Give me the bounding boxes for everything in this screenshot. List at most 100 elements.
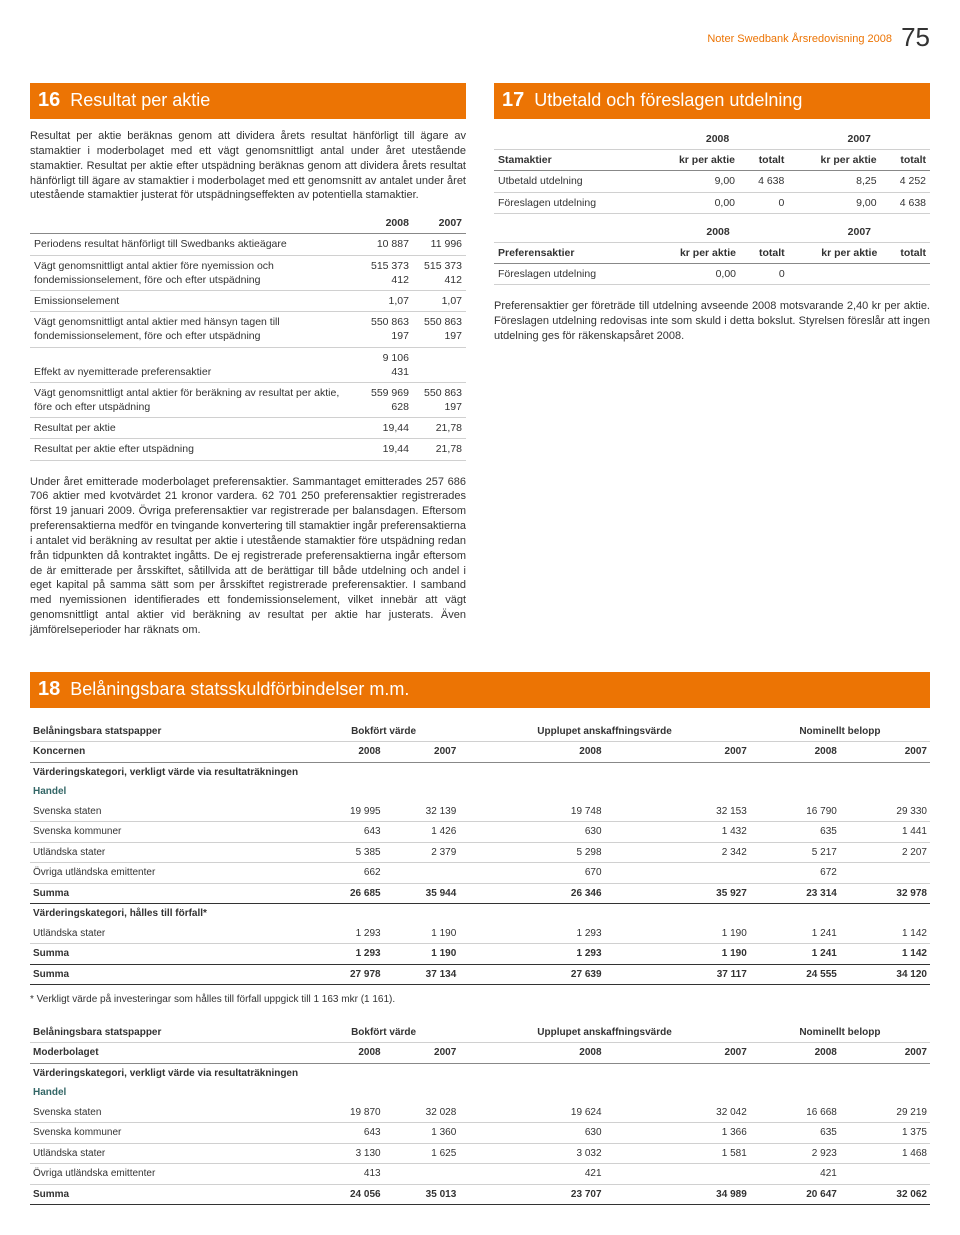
cell: [384, 1164, 460, 1185]
cell: 1 190: [384, 944, 460, 965]
row-label: Resultat per aktie: [30, 418, 360, 439]
cell: 19,44: [360, 439, 413, 460]
row-label: Svenska kommuner: [30, 822, 308, 843]
cell: 32 139: [384, 802, 460, 822]
row-label: Summa: [30, 964, 308, 985]
doc-title: Swedbank Årsredovisning 2008: [737, 33, 892, 45]
myc3: 2007: [605, 1043, 750, 1064]
cell: 413: [308, 1164, 384, 1185]
cell: 1 625: [384, 1143, 460, 1164]
grp-bokfort: Bokfört värde: [308, 722, 459, 742]
cell: 1 142: [840, 924, 930, 944]
cell: 27 639: [459, 964, 604, 985]
myc2: 2008: [459, 1043, 604, 1064]
cell: 34 989: [605, 1184, 750, 1205]
yc4: 2008: [750, 742, 840, 763]
cell: 515 373 412: [360, 255, 413, 290]
cell: 29 330: [840, 802, 930, 822]
cell: 1 190: [605, 924, 750, 944]
cell: 515 373 412: [413, 255, 466, 290]
note-number: 18: [38, 676, 60, 703]
note17-stam-table: 2008 2007 Stamaktier kr per aktie totalt…: [494, 129, 930, 214]
cell: 1,07: [360, 291, 413, 312]
cell: 635: [750, 822, 840, 843]
subheading: Handel: [30, 782, 930, 802]
grp-upplupet: Upplupet anskaffningsvärde: [459, 722, 750, 742]
note16-paragraph-1: Resultat per aktie beräknas genom att di…: [30, 129, 466, 203]
cell: 0: [739, 192, 788, 213]
cell: 9,00: [647, 171, 739, 192]
note-title: Resultat per aktie: [70, 88, 210, 112]
cell: 10 887: [360, 234, 413, 255]
cell: 19 624: [459, 1103, 604, 1123]
cell: 550 863 197: [413, 382, 466, 417]
cell: 1 468: [840, 1143, 930, 1164]
page-header: Noter Swedbank Årsredovisning 2008 75: [30, 20, 930, 55]
row-label: Vägt genomsnittligt antal aktier med hän…: [30, 312, 360, 347]
cell: 662: [308, 863, 384, 884]
row-label: Övriga utländska emittenter: [30, 863, 308, 884]
note16-table: 2008 2007 Periodens resultat hänförligt …: [30, 213, 466, 460]
cell: 19 748: [459, 802, 604, 822]
pref-head-1: kr per aktie: [647, 242, 740, 263]
grp-upplupet-2: Upplupet anskaffningsvärde: [459, 1023, 750, 1043]
col-2007: 2007: [413, 213, 466, 234]
cell: 1 241: [750, 944, 840, 965]
year-2008: 2008: [647, 129, 789, 150]
row-label: Vägt genomsnittligt antal aktier före ny…: [30, 255, 360, 290]
koncernen-label: Koncernen: [30, 742, 308, 763]
cell: 19,44: [360, 418, 413, 439]
note-18: 18 Belåningsbara statsskuldförbindelser …: [30, 672, 930, 1206]
row-label: Emissionselement: [30, 291, 360, 312]
cell: 672: [750, 863, 840, 884]
row-label: Föreslagen utdelning: [494, 264, 647, 285]
cell: 630: [459, 1123, 604, 1144]
cell: 21,78: [413, 439, 466, 460]
page-number: 75: [901, 22, 930, 52]
row-label: Resultat per aktie efter utspädning: [30, 439, 360, 460]
cell: 9,00: [788, 192, 880, 213]
cell: 421: [459, 1164, 604, 1185]
cell: 2 379: [384, 842, 460, 863]
section-label: Belåningsbara statspapper: [30, 722, 308, 742]
row-label: Föreslagen utdelning: [494, 192, 647, 213]
cell: 37 117: [605, 964, 750, 985]
note17-pref-table: 2008 2007 Preferensaktier kr per aktie t…: [494, 222, 930, 286]
cell: 1 441: [840, 822, 930, 843]
row-label: Utländska stater: [30, 924, 308, 944]
row-label: Övriga utländska emittenter: [30, 1164, 308, 1185]
grp-nominellt-2: Nominellt belopp: [750, 1023, 930, 1043]
cell: 27 978: [308, 964, 384, 985]
row-label: Vägt genomsnittligt antal aktier för ber…: [30, 382, 360, 417]
row-label: Svenska staten: [30, 802, 308, 822]
yc1: 2007: [384, 742, 460, 763]
cell: 550 863 197: [360, 312, 413, 347]
note-17-title-bar: 17 Utbetald och föreslagen utdelning: [494, 83, 930, 119]
cell: 635: [750, 1123, 840, 1144]
row-label: Utbetald utdelning: [494, 171, 647, 192]
cell: [605, 1164, 750, 1185]
cell: [881, 264, 930, 285]
cell: 643: [308, 822, 384, 843]
cell: 643: [308, 1123, 384, 1144]
cell: [413, 347, 466, 382]
row-label: Summa: [30, 883, 308, 904]
cell: 37 134: [384, 964, 460, 985]
year-2007b: 2007: [789, 222, 930, 243]
cell: 23 707: [459, 1184, 604, 1205]
note18-moderbolaget-table: Belåningsbara statspapper Bokfört värde …: [30, 1023, 930, 1206]
cell: 16 668: [750, 1103, 840, 1123]
cell: 3 032: [459, 1143, 604, 1164]
row-label: Summa: [30, 944, 308, 965]
col-2008: 2008: [360, 213, 413, 234]
row-label: Svenska kommuner: [30, 1123, 308, 1144]
cell: 1 293: [308, 924, 384, 944]
note18-koncernen-table: Belåningsbara statspapper Bokfört värde …: [30, 722, 930, 986]
stam-head-0: Stamaktier: [494, 150, 647, 171]
year-2008b: 2008: [647, 222, 788, 243]
grp-bokfort-2: Bokfört värde: [308, 1023, 459, 1043]
cell: 2 342: [605, 842, 750, 863]
cell: 2 207: [840, 842, 930, 863]
cell: 1 360: [384, 1123, 460, 1144]
cell: 1 142: [840, 944, 930, 965]
